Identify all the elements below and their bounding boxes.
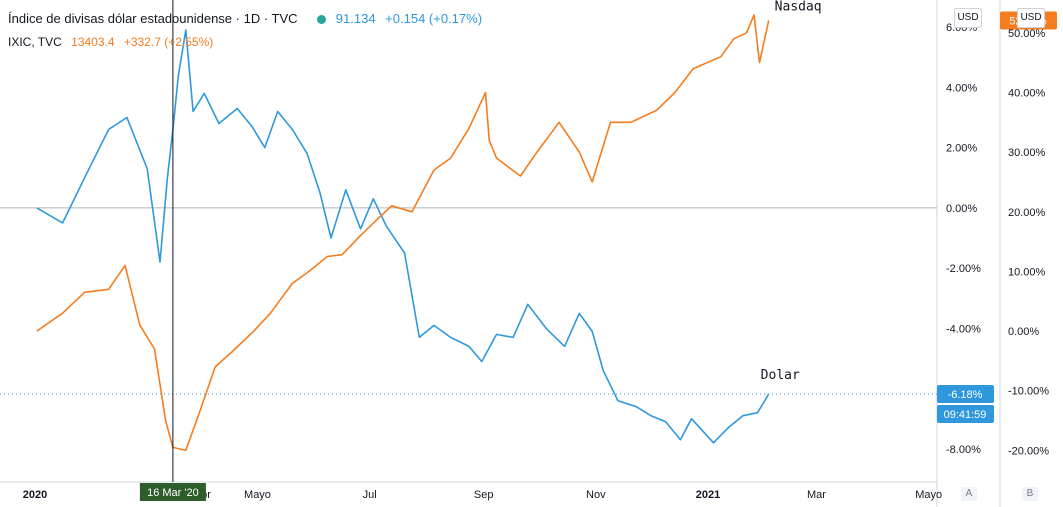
left-axis-tick-label: -4.00% bbox=[946, 323, 981, 335]
right-axis-tick-label: 50.00% bbox=[1008, 28, 1046, 40]
left-axis-tick-label: -2.00% bbox=[946, 263, 981, 275]
series-line-dolar bbox=[36, 29, 770, 444]
legend-change-nasdaq: +332.7 (+2.55%) bbox=[123, 35, 214, 49]
series-annotation-dolar: Dolar bbox=[761, 368, 800, 383]
x-axis-tick-label: 2021 bbox=[696, 489, 720, 501]
legend-line-nasdaq: IXIC, TVC 13403.4 +332.7 (+2.55%) bbox=[8, 35, 219, 49]
dollar-last-value-label: -6.18% bbox=[948, 389, 983, 401]
legend-change-dollar: +0.154 (+0.17%) bbox=[385, 11, 483, 26]
series-annotation-nasdaq: Nasdaq bbox=[775, 0, 822, 14]
right-scale-currency-button[interactable]: USD bbox=[1017, 8, 1045, 28]
dollar-countdown-badge bbox=[937, 405, 994, 424]
legend-symbol-dollar: Índice de divisas dólar estadounidense ·… bbox=[8, 11, 298, 26]
status-dot-icon bbox=[317, 15, 327, 25]
scale-a-button[interactable]: A bbox=[961, 487, 977, 501]
left-axis-tick-label: 4.00% bbox=[946, 82, 977, 94]
legend-value-dollar: 91.134 bbox=[335, 11, 376, 26]
right-axis-tick-label: 10.00% bbox=[1008, 266, 1046, 278]
right-axis-tick-label: 0.00% bbox=[1008, 326, 1039, 338]
legend-line-dollar: Índice de divisas dólar estadounidense ·… bbox=[8, 11, 488, 26]
dollar-last-value-badge bbox=[937, 385, 994, 404]
legend-symbol-nasdaq: IXIC, TVC bbox=[8, 35, 62, 49]
x-axis-tick-label: Mar bbox=[807, 489, 826, 501]
x-axis-tick-label: Mayo bbox=[915, 489, 942, 501]
x-axis-tick-label: Jul bbox=[363, 489, 377, 501]
crosshair-date-badge bbox=[139, 483, 206, 501]
crosshair-date-label: 16 Mar '20 bbox=[147, 487, 199, 499]
dollar-countdown-label: 09:41:59 bbox=[944, 409, 987, 421]
right-axis-tick-label: 40.00% bbox=[1008, 87, 1046, 99]
right-axis-tick-label: 20.00% bbox=[1008, 207, 1046, 219]
x-axis-tick-label: 2020 bbox=[23, 489, 47, 501]
right-axis-tick-label: 30.00% bbox=[1008, 147, 1046, 159]
right-axis-tick-label: -10.00% bbox=[1008, 386, 1049, 398]
left-axis-tick-label: 0.00% bbox=[946, 203, 977, 215]
scale-b-button[interactable]: B bbox=[1022, 487, 1038, 501]
series-line-nasdaq bbox=[36, 14, 770, 452]
left-scale-currency-button[interactable]: USD bbox=[954, 8, 982, 28]
x-axis-tick-label: Sep bbox=[474, 489, 494, 501]
x-axis-tick-label: Nov bbox=[586, 489, 606, 501]
left-axis-tick-label: 2.00% bbox=[946, 143, 977, 155]
legend-value-nasdaq: 13403.4 bbox=[71, 35, 115, 49]
left-price-axis-pane bbox=[937, 0, 1000, 507]
x-axis-tick-label: Mayo bbox=[244, 489, 271, 501]
right-price-axis-pane bbox=[1000, 0, 1063, 507]
left-axis-tick-label: -8.00% bbox=[946, 444, 981, 456]
right-axis-tick-label: -20.00% bbox=[1008, 445, 1049, 457]
